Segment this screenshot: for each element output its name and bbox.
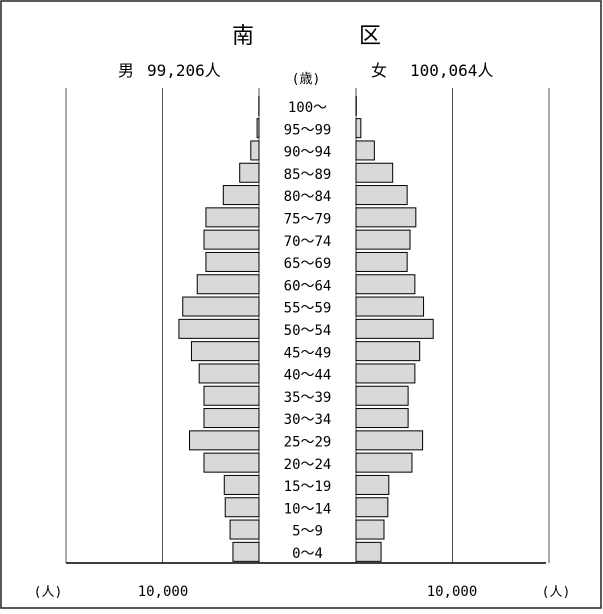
age-label-70～74: 70～74 — [284, 234, 332, 250]
bar-female-15～19 — [356, 475, 389, 494]
age-label-85～89: 85～89 — [284, 167, 332, 183]
bar-female-65～69 — [356, 252, 407, 271]
bar-female-20～24 — [356, 453, 412, 472]
age-label-90～94: 90～94 — [284, 145, 332, 161]
bar-female-5～9 — [356, 520, 384, 539]
bar-male-90～94 — [251, 141, 259, 160]
bar-male-95～99 — [257, 119, 259, 138]
bar-male-55～59 — [183, 297, 259, 316]
bar-male-60～64 — [197, 275, 259, 294]
bar-male-20～24 — [204, 453, 259, 472]
age-label-35～39: 35～39 — [284, 390, 332, 406]
bar-female-35～39 — [356, 386, 408, 405]
bar-female-95～99 — [356, 119, 361, 138]
bar-female-45～49 — [356, 342, 420, 361]
bar-male-85～89 — [240, 163, 259, 182]
age-label-40～44: 40～44 — [284, 368, 332, 384]
bar-male-80～84 — [223, 186, 259, 205]
bar-male-75～79 — [206, 208, 259, 227]
bar-male-25～29 — [190, 431, 259, 450]
bar-male-70～74 — [204, 230, 259, 249]
age-label-55～59: 55～59 — [284, 301, 332, 317]
title-right: 区 — [359, 24, 381, 49]
bar-female-40～44 — [356, 364, 415, 383]
male-total: 99,206人 — [147, 61, 221, 80]
bar-male-30～34 — [204, 409, 259, 428]
age-label-65～69: 65～69 — [284, 256, 332, 272]
age-label-45～49: 45～49 — [284, 345, 332, 361]
bar-male-45～49 — [191, 342, 259, 361]
bar-male-40～44 — [199, 364, 259, 383]
bar-female-90～94 — [356, 141, 374, 160]
age-labels: 0～4 5～9 10～14 15～19 20～24 25～29 30～34 35～39 40～4… — [284, 100, 332, 562]
bar-male-15～19 — [224, 475, 259, 494]
age-label-5～9: 5～9 — [292, 524, 323, 540]
bar-female-50～54 — [356, 319, 433, 338]
bar-male-10～14 — [225, 498, 259, 517]
age-label-60～64: 60～64 — [284, 278, 332, 294]
x-tick-male-10000: 10,000 — [138, 584, 189, 600]
age-label-0～4: 0～4 — [292, 546, 323, 562]
bar-female-25～29 — [356, 431, 423, 450]
age-label-25～29: 25～29 — [284, 435, 332, 451]
title-left: 南 — [232, 24, 254, 49]
male-label: 男 — [118, 61, 134, 80]
age-unit-label: (歳) — [292, 72, 321, 87]
bar-female-80～84 — [356, 186, 407, 205]
bar-female-60～64 — [356, 275, 415, 294]
bar-male-50～54 — [179, 319, 259, 338]
bar-male-65～69 — [206, 252, 259, 271]
bar-female-0～4 — [356, 542, 381, 561]
bar-male-5～9 — [230, 520, 259, 539]
age-label-10～14: 10～14 — [284, 501, 332, 517]
bar-female-30～34 — [356, 409, 408, 428]
bar-female-55～59 — [356, 297, 424, 316]
age-label-15～19: 15～19 — [284, 479, 332, 495]
bar-male-35～39 — [204, 386, 259, 405]
x-tick-female-10000: 10,000 — [427, 584, 478, 600]
bar-female-10～14 — [356, 498, 388, 517]
age-label-50～54: 50～54 — [284, 323, 332, 339]
age-label-100～: 100～ — [288, 100, 327, 116]
female-total: 100,064人 — [410, 61, 493, 80]
bar-female-75～79 — [356, 208, 416, 227]
x-unit-left: (人) — [34, 585, 63, 600]
bar-female-85～89 — [356, 163, 393, 182]
age-label-95～99: 95～99 — [284, 122, 332, 138]
age-label-30～34: 30～34 — [284, 412, 332, 428]
female-label: 女 — [371, 61, 387, 80]
bar-male-0～4 — [233, 542, 259, 561]
age-label-80～84: 80～84 — [284, 189, 332, 205]
x-unit-right: (人) — [542, 585, 571, 600]
age-label-20～24: 20～24 — [284, 457, 332, 473]
bar-female-70～74 — [356, 230, 410, 249]
age-label-75～79: 75～79 — [284, 212, 332, 228]
